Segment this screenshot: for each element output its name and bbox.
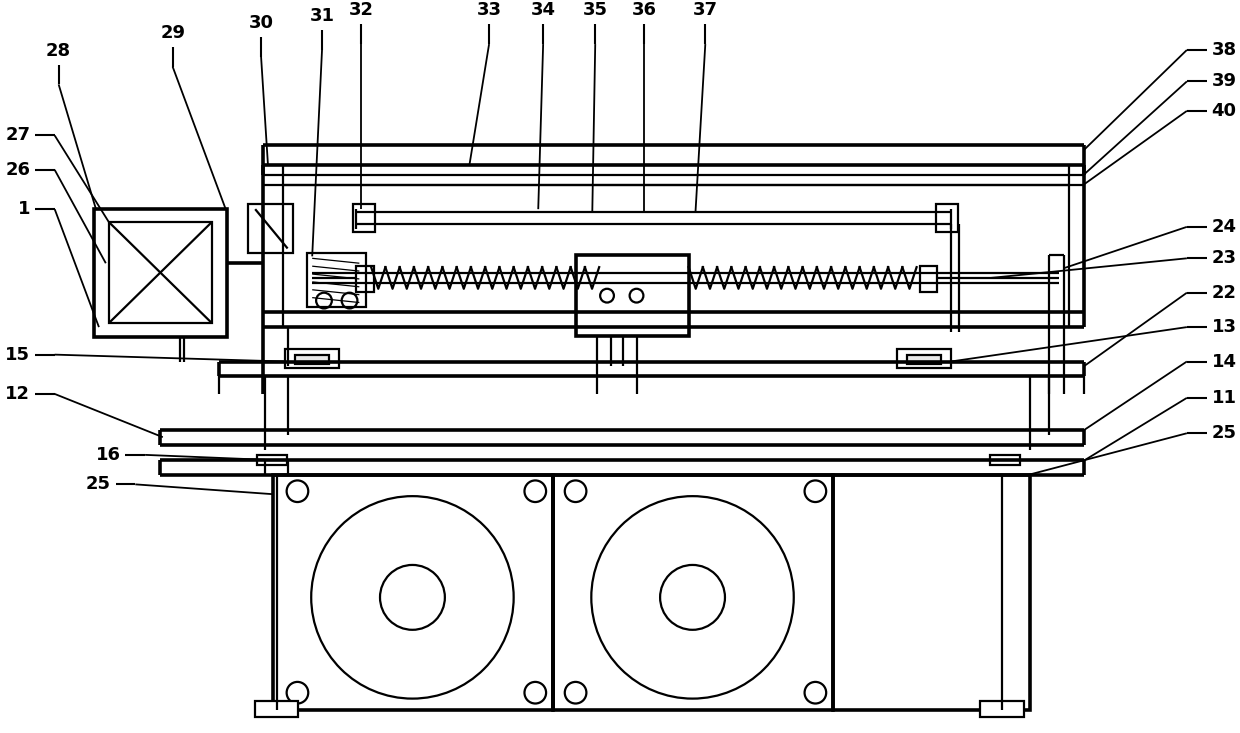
Bar [920, 266, 937, 292]
Bar [356, 266, 374, 292]
Bar [553, 474, 833, 710]
Text: 39: 39 [1211, 73, 1236, 90]
Text: 38: 38 [1211, 41, 1236, 59]
Text: 24: 24 [1211, 218, 1236, 236]
Bar [295, 355, 329, 364]
Bar [257, 455, 286, 465]
Text: 27: 27 [5, 127, 30, 144]
Bar [285, 349, 339, 369]
Text: 40: 40 [1211, 102, 1236, 120]
Text: 31: 31 [310, 7, 335, 26]
Bar [833, 474, 1029, 710]
Text: 28: 28 [46, 42, 71, 60]
Bar [273, 474, 553, 710]
Text: 26: 26 [5, 161, 30, 179]
Bar [981, 701, 1024, 718]
Bar [109, 222, 212, 323]
Text: 14: 14 [1211, 353, 1236, 370]
Text: 37: 37 [693, 1, 718, 20]
Bar [575, 255, 688, 336]
Bar [255, 701, 299, 718]
Text: 25: 25 [86, 476, 110, 493]
Text: 32: 32 [348, 1, 373, 20]
Text: 35: 35 [583, 1, 608, 20]
Text: 22: 22 [1211, 284, 1236, 302]
Text: 16: 16 [95, 446, 120, 464]
Text: 36: 36 [632, 1, 657, 20]
Text: 34: 34 [531, 1, 556, 20]
Text: 12: 12 [5, 385, 30, 403]
Text: 13: 13 [1211, 318, 1236, 336]
Text: 11: 11 [1211, 389, 1236, 407]
Bar [936, 205, 957, 232]
Text: 15: 15 [5, 346, 30, 364]
Bar [897, 349, 951, 369]
Bar [248, 205, 293, 254]
Text: 23: 23 [1211, 249, 1236, 268]
Bar [308, 254, 366, 307]
Text: 30: 30 [248, 14, 274, 32]
Text: 33: 33 [476, 1, 502, 20]
Bar [991, 455, 1019, 465]
Text: 1: 1 [17, 200, 30, 218]
Bar [906, 355, 941, 364]
Text: 25: 25 [1211, 424, 1236, 442]
Text: 29: 29 [160, 24, 185, 42]
Bar [353, 205, 374, 232]
Bar [94, 209, 227, 337]
